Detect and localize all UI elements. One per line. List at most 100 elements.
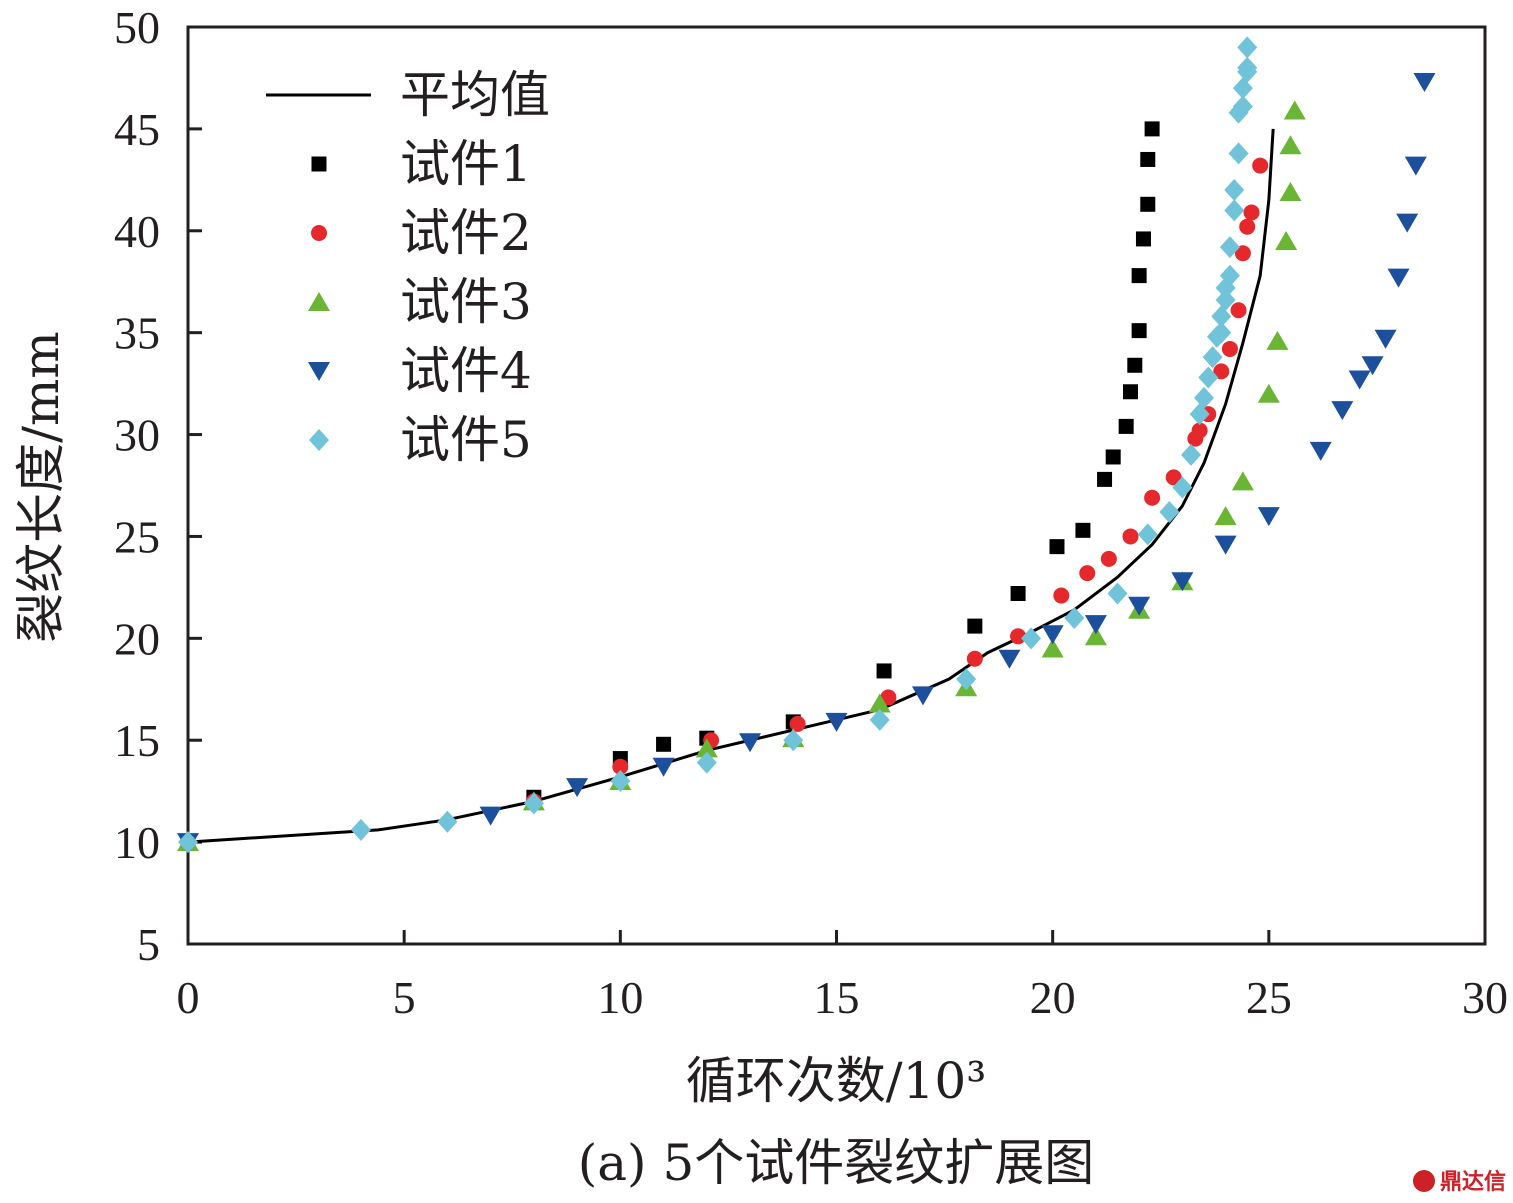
watermark-logo-icon	[1413, 1170, 1435, 1192]
data-point-circle	[1221, 340, 1238, 357]
series-3	[177, 100, 1306, 852]
data-point-square	[1127, 357, 1143, 373]
data-point-circle	[1079, 565, 1096, 582]
data-point-triangle-up	[1214, 506, 1237, 526]
data-point-square	[1144, 121, 1160, 137]
y-axis-title: 裂纹长度/mm	[12, 331, 70, 643]
data-point-diamond	[1219, 236, 1240, 259]
data-point-diamond	[1224, 179, 1245, 202]
data-point-triangle-down	[1309, 441, 1332, 461]
data-point-circle	[1053, 587, 1070, 604]
data-point-diamond	[1237, 56, 1258, 79]
data-point-circle	[1230, 302, 1247, 319]
data-point-diamond	[1193, 386, 1214, 409]
data-point-square	[1131, 268, 1147, 284]
data-point-square	[1075, 522, 1091, 538]
data-point-square	[656, 736, 672, 752]
data-point-diamond	[1172, 476, 1193, 499]
x-axis-title: 循环次数/10³	[686, 1052, 987, 1110]
x-tick-label: 20	[1030, 972, 1076, 1023]
legend-swatch-square	[311, 156, 327, 172]
data-point-triangle-down	[1331, 401, 1354, 421]
series-1	[180, 121, 1160, 850]
y-tick-label: 40	[114, 206, 160, 257]
data-point-square	[1131, 323, 1147, 339]
data-point-triangle-down	[1396, 213, 1419, 233]
data-point-diamond	[783, 729, 804, 752]
data-point-diamond	[1211, 305, 1232, 328]
legend-label: 试件4	[400, 342, 532, 400]
data-point-circle	[789, 715, 806, 732]
data-point-diamond	[1137, 523, 1158, 546]
legend-swatch-diamond	[309, 429, 329, 451]
data-point-diamond	[610, 769, 631, 792]
x-tick-label: 30	[1462, 972, 1508, 1023]
data-point-diamond	[1237, 36, 1258, 59]
legend-label: 平均值	[400, 66, 550, 124]
data-point-square	[1140, 151, 1156, 167]
legend-label: 试件1	[400, 135, 532, 193]
data-point-circle	[1243, 204, 1260, 221]
watermark: 鼎达信	[1413, 1169, 1506, 1195]
data-point-diamond	[1224, 199, 1245, 222]
data-point-triangle-down	[566, 778, 589, 798]
data-point-circle	[880, 689, 897, 706]
data-point-triangle-down	[1084, 615, 1107, 635]
data-point-square	[1010, 586, 1026, 602]
y-axis-ticks: 5 10 15 20 25 30 35 40 45 50	[114, 2, 202, 970]
data-point-triangle-down	[1387, 268, 1410, 288]
data-point-triangle-down	[1128, 596, 1151, 616]
x-tick-label: 15	[814, 972, 860, 1023]
x-tick-label: 25	[1246, 972, 1292, 1023]
data-point-square	[1097, 471, 1113, 487]
data-point-diamond	[523, 792, 544, 815]
data-point-circle	[1165, 469, 1182, 486]
data-point-triangle-up	[868, 693, 891, 713]
plot-frame	[186, 25, 1487, 946]
y-tick-label: 15	[114, 715, 160, 766]
data-point-diamond	[1189, 403, 1210, 426]
y-tick-label: 10	[114, 817, 160, 868]
data-point-triangle-down	[652, 757, 675, 777]
legend-label: 试件5	[400, 411, 532, 469]
data-point-square	[876, 663, 892, 679]
data-point-diamond	[1219, 264, 1240, 287]
data-point-diamond	[1228, 142, 1249, 165]
data-point-triangle-down	[825, 712, 848, 732]
x-tick-label: 5	[393, 972, 416, 1023]
data-point-triangle-up	[1231, 471, 1254, 491]
data-point-triangle-up	[695, 738, 718, 758]
data-point-triangle-down	[1041, 625, 1064, 645]
data-point-square	[1140, 196, 1156, 212]
data-point-triangle-down	[1171, 572, 1194, 592]
data-point-diamond	[1202, 346, 1223, 369]
data-point-square	[1105, 449, 1121, 465]
data-point-diamond	[1232, 77, 1253, 100]
data-point-triangle-down	[479, 806, 502, 826]
y-tick-label: 25	[114, 511, 160, 562]
data-point-diamond	[1211, 321, 1232, 344]
data-point-triangle-up	[1041, 638, 1064, 658]
data-point-diamond	[178, 831, 198, 854]
data-point-triangle-down	[1374, 329, 1397, 349]
data-point-triangle-down	[1214, 535, 1237, 555]
data-point-triangle-up	[1257, 383, 1280, 403]
legend-swatch-triangle-down	[308, 362, 330, 381]
legend-label: 试件2	[400, 204, 532, 262]
data-point-triangle-down	[739, 733, 762, 753]
data-point-circle	[1213, 363, 1230, 380]
legend-label: 试件3	[400, 273, 532, 331]
data-point-diamond	[1181, 443, 1202, 466]
data-point-diamond	[956, 668, 977, 691]
figure-caption: (a) 5个试件裂纹扩展图	[578, 1134, 1095, 1192]
data-point-diamond	[1021, 627, 1042, 650]
series-4	[177, 73, 1436, 853]
data-point-diamond	[1159, 500, 1180, 523]
y-tick-label: 20	[114, 613, 160, 664]
data-point-triangle-down	[911, 686, 934, 706]
data-point-triangle-up	[1279, 135, 1302, 155]
data-point-circle	[1144, 489, 1161, 506]
data-point-triangle-up	[1266, 330, 1289, 350]
